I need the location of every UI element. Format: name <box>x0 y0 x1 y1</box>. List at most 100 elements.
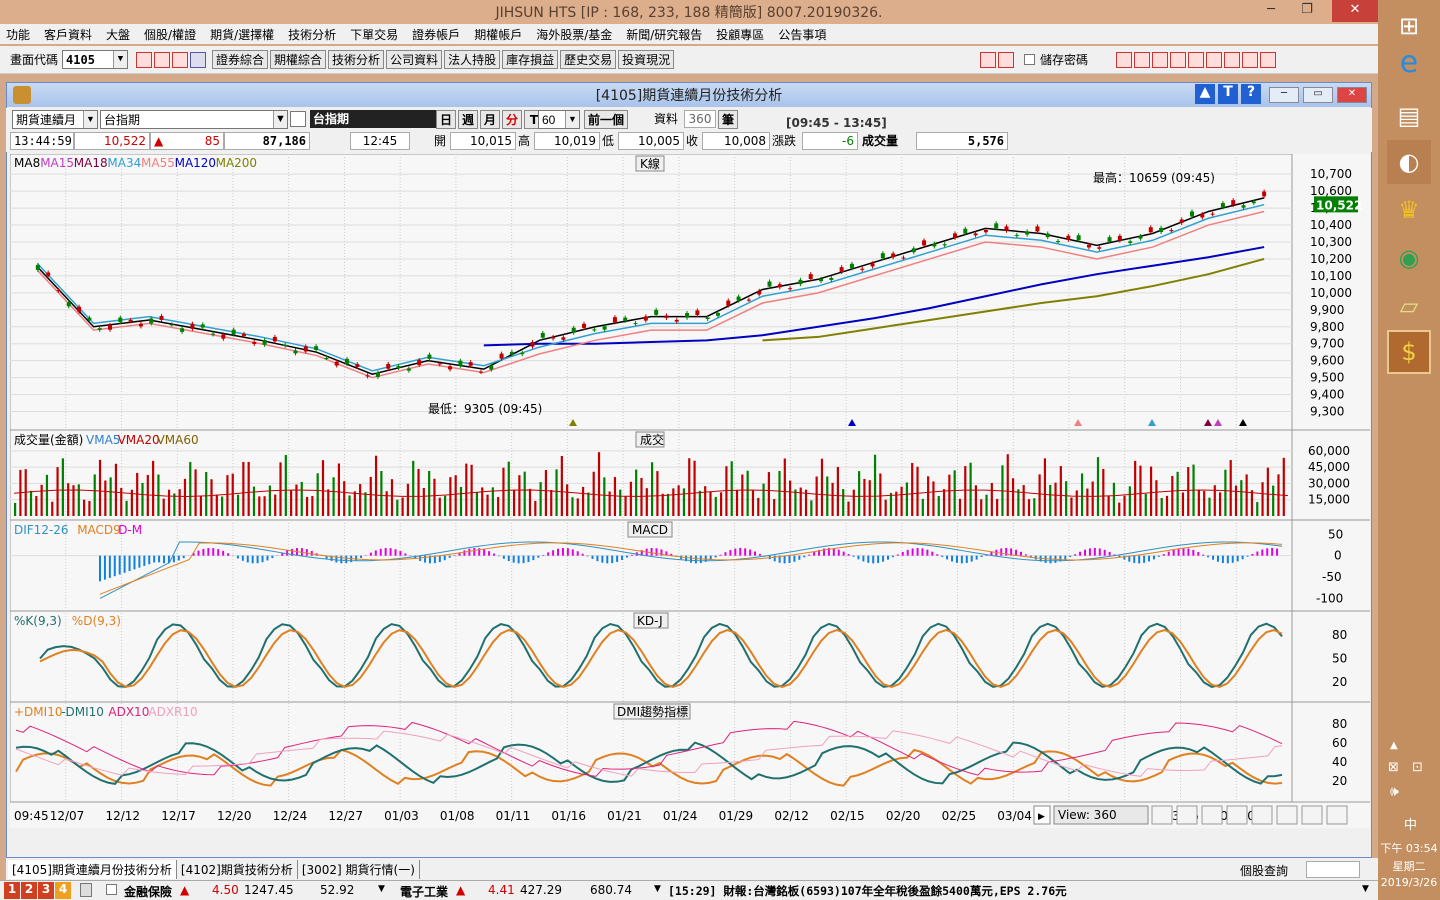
period-button[interactable]: 月 <box>480 110 500 129</box>
candle-body <box>324 358 329 360</box>
save-password-checkbox[interactable] <box>1024 54 1035 65</box>
tool-icon-8[interactable] <box>1242 51 1258 68</box>
toolbar-button[interactable]: 證券綜合 <box>212 50 269 69</box>
page-digit-button[interactable]: 2 <box>21 882 37 899</box>
search-icon[interactable] <box>136 51 153 68</box>
menu-item[interactable]: 海外股票/基金 <box>536 27 613 42</box>
bottom-tab[interactable]: [4102]期貨技術分析 <box>176 860 298 879</box>
forward-icon[interactable] <box>998 51 1014 68</box>
candle-body <box>901 257 906 259</box>
menu-item[interactable]: 新聞/研究報告 <box>626 27 703 42</box>
back-icon[interactable] <box>980 51 996 68</box>
toolbar-button[interactable]: 公司資料 <box>386 50 443 69</box>
bottom-tab[interactable]: [4105]期貨連續月份技術分析 <box>8 860 177 879</box>
period-button[interactable]: 週 <box>458 110 478 129</box>
browser-icon[interactable]: e <box>1387 40 1431 84</box>
inner-maximize-button[interactable]: ▭ <box>1303 87 1333 103</box>
chevron-down-icon[interactable]: ▼ <box>378 884 385 894</box>
lock-icon[interactable] <box>80 883 92 897</box>
interval-select[interactable]: 60 ▼ <box>538 110 580 129</box>
menu-item[interactable]: 投顧專區 <box>716 27 765 42</box>
product-select[interactable]: 期貨連續月 ▼ <box>12 110 98 129</box>
menu-item[interactable]: 技術分析 <box>288 27 337 42</box>
low-annotation: 最低：9305 (09:45) <box>428 402 542 416</box>
chrome-icon[interactable]: ◉ <box>1398 244 1420 272</box>
date-tick: 01/03 <box>384 809 419 823</box>
status-checkbox[interactable] <box>106 884 117 895</box>
maximize-button[interactable]: ❐ <box>1301 2 1313 17</box>
toolbar-button[interactable]: 庫存損益 <box>502 50 559 69</box>
toolbar-button[interactable]: 法人持股 <box>444 50 501 69</box>
menu-item[interactable]: 功能 <box>6 27 31 42</box>
hts-icon[interactable]: $ <box>1387 330 1431 374</box>
page-digit-button[interactable]: 1 <box>4 882 20 899</box>
tool-icon-5[interactable] <box>1188 51 1204 68</box>
page-digit-button[interactable]: 4 <box>55 882 71 899</box>
news-ticker[interactable]: [15:29] 財報:台灣銘板(6593)107年全年稅後盈餘5400萬元,EP… <box>668 884 1067 898</box>
inner-minimize-button[interactable]: ─ <box>1269 87 1299 103</box>
network-icon[interactable]: ⊡ <box>1412 760 1423 775</box>
tool-icon-3[interactable] <box>1152 51 1168 68</box>
toolbar-button[interactable]: 投資現況 <box>618 50 675 69</box>
volume-icon[interactable]: 🕪 <box>1390 784 1399 800</box>
series-ma120 <box>483 246 1265 347</box>
tool-icon-7[interactable] <box>1224 51 1240 68</box>
close-button[interactable]: ✕ <box>1332 0 1378 22</box>
toolbar-button[interactable]: 期權綜合 <box>270 50 327 69</box>
chevron-down-icon[interactable]: ▼ <box>654 884 661 894</box>
volume-bar <box>1139 465 1142 516</box>
tool-icon-6[interactable] <box>1206 51 1222 68</box>
volume-bar <box>279 462 282 516</box>
tool-icon-4[interactable] <box>1170 51 1186 68</box>
tray-app-icon[interactable]: ⊠ <box>1388 760 1399 775</box>
page-digit-button[interactable]: 3 <box>38 882 54 899</box>
paint-icon[interactable]: ◐ <box>1387 140 1431 184</box>
period-button[interactable]: 日 <box>436 110 456 129</box>
folder-icon[interactable]: ▤ <box>1397 102 1421 130</box>
period-button[interactable]: 分 <box>502 110 522 129</box>
menu-item[interactable]: 客戶資料 <box>44 27 93 42</box>
volume-bar <box>497 497 500 516</box>
window-icon[interactable] <box>154 51 171 68</box>
tool-icon-1[interactable] <box>1116 51 1132 68</box>
start-icon[interactable]: ⊞ <box>1398 12 1420 40</box>
toolbar-button[interactable]: 技術分析 <box>328 50 385 69</box>
menu-item[interactable]: 個股/權證 <box>144 27 197 42</box>
notes-icon[interactable]: ▱ <box>1399 292 1419 320</box>
crown-icon[interactable]: ♛ <box>1398 196 1420 224</box>
menu-item[interactable]: 公告事項 <box>778 27 827 42</box>
stock-query-input[interactable] <box>1306 861 1360 878</box>
clock-time[interactable]: 下午 03:54 <box>1380 842 1438 855</box>
data-count-input[interactable]: 360 <box>684 110 716 128</box>
menu-item[interactable]: 期權帳戶 <box>474 27 523 42</box>
help-icon[interactable]: ? <box>1241 84 1261 104</box>
prev-button[interactable]: 前一個 <box>584 110 629 129</box>
code-input[interactable]: 4105 ▼ <box>62 50 129 69</box>
menu-item[interactable]: 證券帳戶 <box>412 27 461 42</box>
triangle-up-icon[interactable]: ▲ <box>1195 84 1215 104</box>
ime-indicator[interactable]: 中 <box>1404 818 1418 833</box>
minimize-button[interactable]: ─ <box>1267 2 1275 17</box>
sector2-change: 4.41 <box>488 883 515 897</box>
candle-body <box>448 366 453 370</box>
data-unit-button[interactable]: 筆 <box>718 110 739 129</box>
menu-item[interactable]: 大盤 <box>106 27 131 42</box>
toolbar-button[interactable]: 歷史交易 <box>560 50 617 69</box>
dropdown-icon[interactable] <box>190 51 207 68</box>
bottom-tab[interactable]: [3002] 期貨行情(一) <box>297 860 420 879</box>
tray-chevron-icon[interactable]: ▲ <box>1390 740 1398 751</box>
inner-close-button[interactable]: ✕ <box>1337 87 1367 103</box>
volume-bar <box>799 487 802 516</box>
candle-body <box>746 299 751 301</box>
tool-icon-9[interactable] <box>1260 51 1276 68</box>
candle-body <box>685 313 690 318</box>
topmost-icon[interactable]: T <box>1218 84 1238 104</box>
search-icon[interactable] <box>290 111 306 127</box>
print-icon[interactable] <box>172 51 189 68</box>
tool-icon-2[interactable] <box>1134 51 1150 68</box>
chevron-down-icon[interactable]: ▼ <box>1362 884 1369 894</box>
menu-item[interactable]: 期貨/選擇權 <box>210 27 275 42</box>
symbol-input[interactable]: 台指期 ▼ <box>100 110 288 129</box>
price-tick: 9,400 <box>1310 388 1344 402</box>
menu-item[interactable]: 下單交易 <box>350 27 399 42</box>
